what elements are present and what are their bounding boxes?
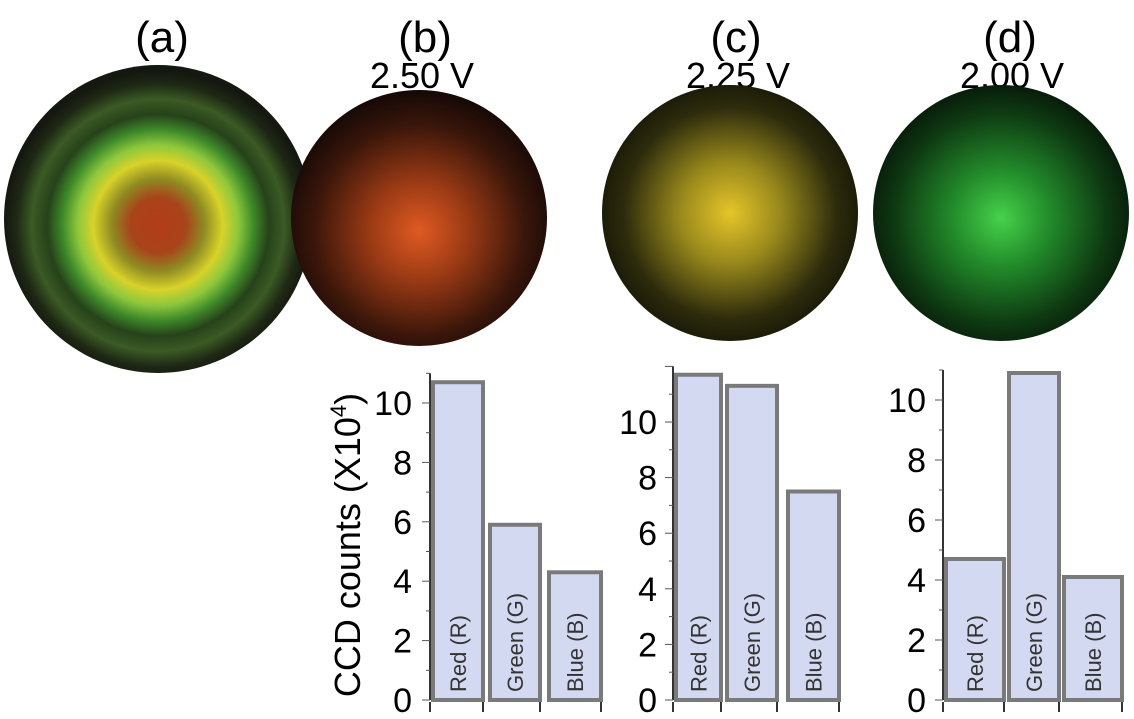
chart-d-tick-label: 4 xyxy=(907,562,926,600)
chart-c-bar-label: Green (G) xyxy=(740,593,765,692)
voltage-label-b: 2.50 V xyxy=(370,55,474,96)
chart-b-bar-label: Green (G) xyxy=(503,593,528,692)
chart-c-tick-label: 4 xyxy=(638,571,657,609)
chart-b-bar xyxy=(547,570,603,702)
chart-d-bar xyxy=(1007,371,1061,702)
chart-c-tick-label: 2 xyxy=(638,626,657,664)
chart-b-tick-label: 4 xyxy=(393,563,412,601)
chart-c-tick-label: 0 xyxy=(638,682,657,719)
ccd-spot-d xyxy=(873,85,1129,341)
ccd-spot-a xyxy=(4,65,312,373)
panel-label-c: (c) xyxy=(710,13,761,62)
chart-b-bar-label: Red (R) xyxy=(446,615,471,692)
y-axis-title-exponent: 4 xyxy=(326,405,351,417)
bar-chart-b: 0 2 4 6 8 10 Red (R) Green (G) Blue (B) xyxy=(374,372,603,719)
y-axis-title: CCD counts (X104) xyxy=(326,393,368,697)
chart-c-tick-label: 10 xyxy=(619,404,657,442)
chart-d-tick-label: 2 xyxy=(907,622,926,660)
bar-chart-c: 0 2 4 6 8 10 Red (R) Green (G) Blue (B) xyxy=(619,365,841,719)
chart-d-bar xyxy=(1062,575,1124,702)
chart-b-bar xyxy=(431,380,485,702)
chart-c-bar xyxy=(786,489,841,702)
chart-c-bar xyxy=(674,372,723,702)
bar-chart-d: 0 2 4 6 8 10 Red (R) Green (G) Blue (B) xyxy=(888,369,1124,719)
chart-b-tick-label: 2 xyxy=(393,623,412,661)
chart-c-tick-label: 8 xyxy=(638,460,657,498)
y-axis-title-close: ) xyxy=(327,393,368,405)
chart-d-tick-label: 10 xyxy=(888,382,926,420)
chart-d-tick-label: 6 xyxy=(907,502,926,540)
ccd-spot-c xyxy=(602,85,858,341)
chart-d-bar-label: Red (R) xyxy=(963,615,988,692)
chart-d-tick-label: 0 xyxy=(907,682,926,719)
ccd-spot-b xyxy=(291,90,547,346)
chart-c-bar xyxy=(725,383,779,702)
chart-d-bar xyxy=(944,557,1006,702)
chart-b-tick-label: 8 xyxy=(393,444,412,482)
chart-c-bar-label: Red (R) xyxy=(687,615,712,692)
chart-b-tick-label: 0 xyxy=(393,682,412,719)
chart-d-tick-label: 8 xyxy=(907,442,926,480)
panel-label-b: (b) xyxy=(398,13,452,62)
chart-b-tick-label: 10 xyxy=(374,385,412,423)
chart-b-bar-label: Blue (B) xyxy=(563,613,588,692)
chart-b-tick-label: 6 xyxy=(393,504,412,542)
chart-d-bar-label: Blue (B) xyxy=(1081,613,1106,692)
panel-label-a: (a) xyxy=(135,13,189,62)
y-axis-title-main: CCD counts (X10 xyxy=(327,417,368,697)
chart-d-bar-label: Green (G) xyxy=(1022,593,1047,692)
chart-c-tick-label: 6 xyxy=(638,515,657,553)
panel-label-d: (d) xyxy=(983,13,1037,62)
chart-c-bar-label: Blue (B) xyxy=(802,613,827,692)
chart-b-bar xyxy=(488,522,542,703)
